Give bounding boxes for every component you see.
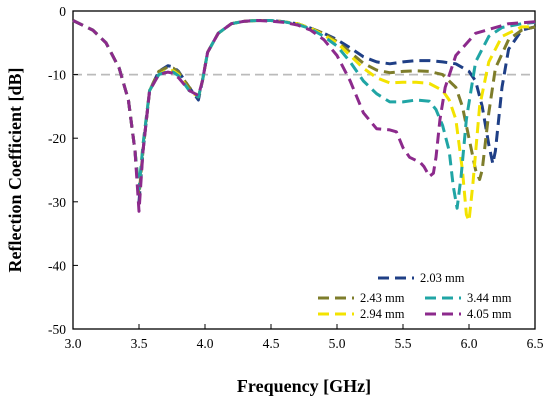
x-tick-label: 6.5 xyxy=(527,336,544,351)
y-tick-label: -50 xyxy=(48,322,66,337)
legend-label: 4.05 mm xyxy=(467,307,512,321)
series-line-5 xyxy=(72,19,536,213)
x-axis-title: Frequency [GHz] xyxy=(237,376,371,396)
axis-ticks-layer: 3.0 3.5 4.0 4.5 5.0 5.5 6.0 6.5 0 -10 -20 -30 -40 -50 xyxy=(48,4,544,351)
x-tick-label: 5.5 xyxy=(395,336,412,351)
x-tick-label: 4.5 xyxy=(263,336,280,351)
x-tick-label: 3.5 xyxy=(131,336,148,351)
series-line-1 xyxy=(72,19,536,204)
y-axis-title: Reflection Coefficient [dB] xyxy=(5,68,25,273)
y-tick-label: 0 xyxy=(59,4,66,19)
legend-label: 3.44 mm xyxy=(467,291,512,305)
x-tick-label: 3.0 xyxy=(65,336,82,351)
x-tick-label: 6.0 xyxy=(461,336,478,351)
series-layer xyxy=(72,19,536,223)
y-tick-label: -20 xyxy=(48,131,66,146)
x-tick-label: 5.0 xyxy=(329,336,346,351)
y-tick-label: -10 xyxy=(48,68,66,83)
legend: 2.03 mm 2.43 mm 3.44 mm 2.94 mm 4.05 mm xyxy=(318,271,512,321)
y-tick-label: -40 xyxy=(48,258,66,273)
y-tick-label: -30 xyxy=(48,195,66,210)
legend-label: 2.43 mm xyxy=(360,291,405,305)
legend-label: 2.03 mm xyxy=(420,271,465,285)
x-tick-label: 4.0 xyxy=(197,336,214,351)
legend-label: 2.94 mm xyxy=(360,307,405,321)
plot-area-frame xyxy=(72,10,536,330)
